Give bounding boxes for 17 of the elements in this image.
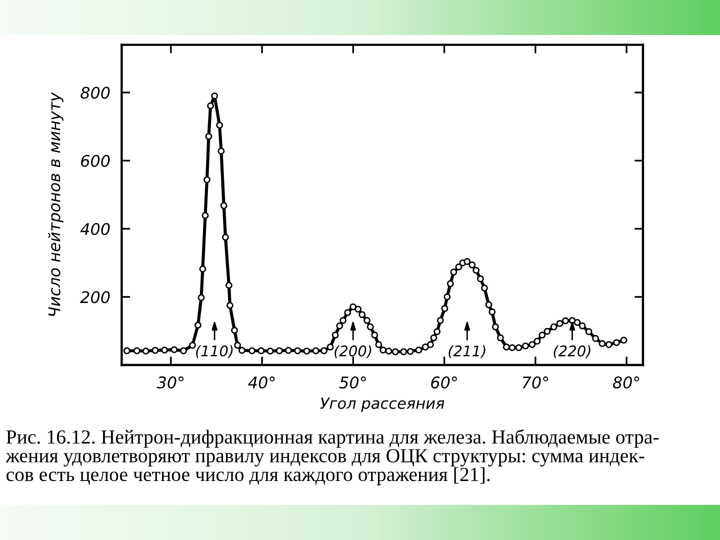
- annotation: (211): [448, 345, 486, 358]
- y-tick-label: 600: [81, 154, 110, 167]
- y-tick-label: 200: [80, 291, 110, 304]
- y-tick-label: 400: [80, 222, 110, 236]
- x-tick-label: 50°: [339, 376, 366, 389]
- x-tick-label: 70°: [522, 376, 548, 389]
- y-tick-label: 800: [80, 86, 110, 99]
- annotation: (200): [334, 345, 372, 358]
- annotation: (110): [196, 345, 233, 358]
- x-tick-label: 30°: [156, 376, 184, 389]
- annotation: (220): [554, 345, 590, 358]
- x-tick-label: 60°: [431, 376, 457, 389]
- x-tick-label: 40°: [248, 376, 275, 389]
- x-axis-title: Угол рассеяния: [320, 398, 444, 412]
- x-tick-label: 80°: [612, 376, 640, 389]
- text: Рис. 16.12. Нейтрон-дифракционная картина для железа. Наблюдаемые отра- жения удовлетворяют правилу индексов для ОЦК структуры: сумма индек- сов есть целое четное число для каждого отражения [21].: [6, 429, 659, 486]
- y-axis-title: Число нейтронов в минуту: [48, 92, 64, 316]
